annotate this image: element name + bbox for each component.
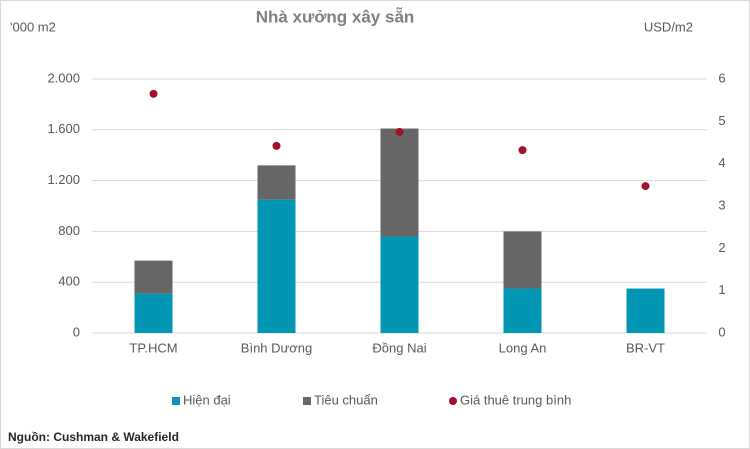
legend-label: Tiêu chuẩn (314, 392, 378, 407)
bar (380, 128, 419, 237)
y-axis-label: '000 m2 (10, 19, 56, 34)
y2-tick-label: 6 (718, 70, 725, 85)
y2-tick-label: 4 (718, 155, 725, 170)
y-tick-label: 1.600 (47, 121, 80, 136)
x-tick-label: BR-VT (626, 340, 665, 355)
x-tick-label: Đồng Nai (372, 340, 426, 355)
dot (395, 127, 404, 136)
bar (134, 260, 173, 294)
bar (503, 288, 542, 333)
y2-tick-label: 2 (718, 240, 725, 255)
legend-marker (303, 397, 311, 405)
bar (626, 288, 665, 333)
chart-title: Nhà xưởng xây sẵn (256, 6, 415, 26)
y-tick-label: 0 (73, 324, 80, 339)
bar (503, 231, 542, 289)
y-tick-label: 1.200 (47, 172, 80, 187)
source: Nguồn: Cushman & Wakefield (8, 430, 179, 444)
y2-axis-label: USD/m2 (644, 19, 693, 34)
bar (257, 199, 296, 333)
bar (257, 165, 296, 200)
y-tick-label: 800 (58, 223, 80, 238)
legend-marker (449, 397, 457, 405)
dot (641, 182, 650, 191)
x-tick-label: Bình Dương (241, 340, 312, 355)
legend-label: Hiện đại (183, 392, 231, 407)
legend-label: Giá thuê trung bình (460, 392, 571, 407)
dot (272, 141, 281, 150)
y2-tick-label: 1 (718, 282, 725, 297)
y-tick-label: 2.000 (47, 70, 80, 85)
y2-tick-label: 3 (718, 197, 725, 212)
y2-tick-label: 0 (718, 324, 725, 339)
dot (149, 89, 158, 98)
legend-marker (172, 397, 180, 405)
x-tick-label: Long An (499, 340, 547, 355)
dot (518, 146, 527, 155)
bar (134, 293, 173, 333)
x-tick-label: TP.HCM (129, 340, 177, 355)
y2-tick-label: 5 (718, 113, 725, 128)
bar (380, 236, 419, 333)
y-tick-label: 400 (58, 274, 80, 289)
